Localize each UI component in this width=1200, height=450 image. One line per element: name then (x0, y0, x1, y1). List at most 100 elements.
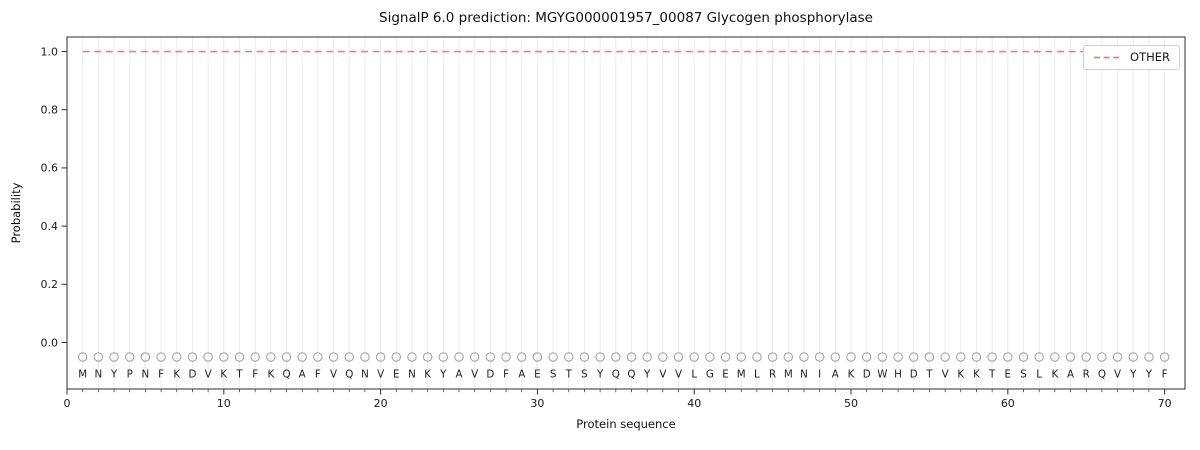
residue-marker-circle (140, 352, 151, 362)
residue-marker-circle (689, 352, 699, 362)
residue-marker-circle (783, 352, 794, 362)
residue-letter: T (565, 369, 573, 381)
residue-marker-circle (611, 352, 621, 362)
residue-marker-circle (814, 352, 825, 362)
residue-letter: K (424, 369, 431, 381)
gridlines (82, 38, 1166, 388)
residue-marker-circle (234, 352, 245, 362)
residue-marker-circle (658, 352, 668, 362)
residue-letter: H (894, 369, 902, 381)
x-tick-label: 70 (1158, 397, 1172, 410)
residue-letter: M (78, 369, 87, 381)
residue-marker-circle (736, 352, 746, 362)
residue-letter: Y (439, 369, 447, 381)
residue-letter: K (957, 369, 964, 381)
plot-border (66, 36, 1186, 390)
residue-marker-circle (203, 352, 213, 362)
residue-letter: T (925, 369, 933, 381)
residue-letter: E (722, 369, 729, 381)
residue-marker-circle (1050, 352, 1060, 362)
residue-marker-circle (360, 352, 370, 362)
residue-marker-circle (564, 352, 574, 362)
residue-letter: Y (110, 369, 118, 381)
residue-letter: N (408, 369, 416, 381)
residue-marker-circle (861, 352, 872, 362)
residue-marker-circle (595, 352, 605, 362)
residue-letter: D (486, 369, 494, 381)
y-tick-label: 0.4 (41, 220, 59, 233)
residue-marker-circle (579, 352, 590, 362)
residue-marker-circle (1112, 352, 1123, 362)
residue-letter: V (471, 369, 478, 381)
residue-marker-circle (109, 352, 119, 362)
residue-marker-circle (830, 352, 841, 362)
residue-letter: V (377, 369, 384, 381)
residue-letter: P (127, 369, 133, 381)
residue-marker-circle (705, 352, 715, 362)
residue-marker-circle (720, 352, 731, 362)
y-tick-label: 0.8 (41, 104, 59, 117)
residue-letter: F (315, 369, 321, 381)
legend-label: OTHER (1130, 49, 1170, 64)
residue-letter: W (877, 369, 887, 381)
residue-letter: Y (643, 369, 651, 381)
residue-letter: R (1083, 369, 1090, 381)
residue-letter: N (95, 369, 103, 381)
chart-title: SignalP 6.0 prediction: MGYG000001957_00… (379, 10, 873, 26)
residue-letter: F (158, 369, 164, 381)
residue-letter: N (800, 369, 808, 381)
residue-marker-circle (391, 352, 402, 362)
residue-letter: F (1162, 369, 1168, 381)
residue-letter: Q (612, 369, 620, 381)
residue-marker-circle (626, 352, 637, 362)
residue-marker-circle (971, 352, 982, 362)
residue-marker-circle (77, 352, 88, 362)
residue-marker-circle (1128, 352, 1139, 362)
residue-marker-circle (1065, 352, 1076, 362)
residue-marker-circle (893, 352, 903, 362)
residue-marker-circle (1081, 352, 1091, 362)
residue-letter: A (455, 369, 462, 381)
residue-letter: R (769, 369, 776, 381)
y-axis-ticks: 0.0 0.2 0.4 0.6 0.8 1.0 (41, 45, 67, 349)
residue-marker-circle (438, 352, 449, 362)
residue-marker-circle (956, 352, 966, 362)
residue-marker-circle (752, 352, 762, 362)
y-tick-label: 0.0 (41, 336, 59, 349)
residue-letter: D (188, 369, 196, 381)
x-tick-label: 0 (64, 397, 71, 410)
residue-letter: Y (596, 369, 604, 381)
residue-letter: V (942, 369, 949, 381)
residue-letter: K (1051, 369, 1058, 381)
residue-letter: N (142, 369, 150, 381)
residue-letter: K (220, 369, 227, 381)
residue-letter: A (1067, 369, 1074, 381)
residue-letter: E (393, 369, 400, 381)
residue-marker-circle (799, 352, 809, 362)
residue-letter: F (252, 369, 258, 381)
residue-marker-circle (250, 352, 260, 362)
y-tick-label: 0.2 (41, 278, 59, 291)
x-tick-label: 60 (1001, 397, 1015, 410)
residue-letter: A (832, 369, 839, 381)
residue-letter: V (1114, 369, 1121, 381)
x-tick-label: 20 (374, 397, 388, 410)
residue-marker-circle (846, 352, 856, 362)
residue-letter: E (1005, 369, 1012, 381)
residue-marker-circle (93, 352, 104, 362)
residue-marker-circle (673, 352, 684, 362)
residue-letter: D (910, 369, 918, 381)
residue-marker-circle (124, 352, 135, 362)
residue-letter: A (518, 369, 525, 381)
residue-letter: Y (1145, 369, 1153, 381)
residue-letter: V (659, 369, 666, 381)
residue-letter: K (848, 369, 855, 381)
residue-marker-circle (548, 352, 558, 362)
residue-letter: Q (1098, 369, 1106, 381)
residue-letter: L (691, 369, 697, 381)
residue-letter: N (361, 369, 369, 381)
residue-letter: T (235, 369, 243, 381)
residue-marker-circle (219, 352, 229, 362)
